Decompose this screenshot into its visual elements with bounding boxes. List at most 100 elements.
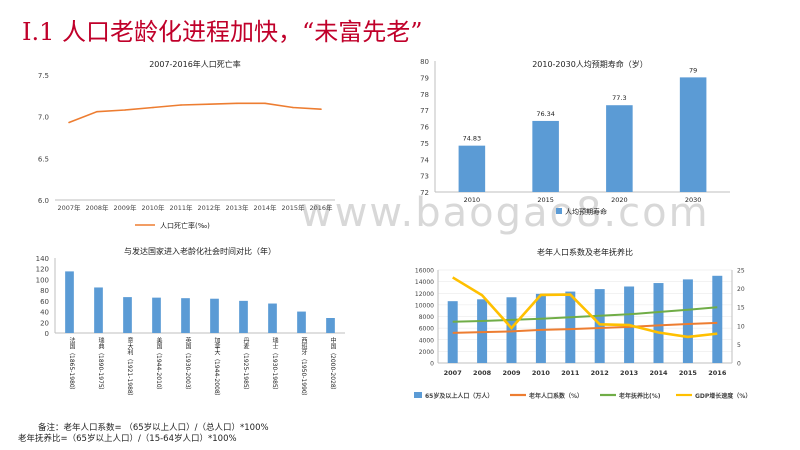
x-tick-label: 2011 bbox=[561, 369, 580, 377]
y-tick-label: 20 bbox=[40, 319, 49, 327]
data-point bbox=[68, 121, 70, 124]
chart-title: 2010-2030人均预期寿命（岁） bbox=[532, 59, 648, 69]
x-tick-label: 2015 bbox=[679, 369, 698, 377]
y-tick-label: 80 bbox=[420, 58, 429, 66]
data-point bbox=[292, 106, 294, 109]
bar bbox=[594, 289, 605, 363]
y2-tick-label: 20 bbox=[737, 286, 745, 293]
bar bbox=[297, 311, 306, 333]
legend-label: 65岁及以上人口（万人） bbox=[425, 392, 493, 400]
y2-tick-label: 5 bbox=[737, 342, 741, 349]
y-tick-label: 140 bbox=[36, 255, 49, 263]
y2-tick-label: 10 bbox=[737, 323, 745, 330]
x-tick-label: 2016年 bbox=[309, 203, 333, 212]
x-tick-label: 2011年 bbox=[169, 203, 193, 212]
bar bbox=[606, 105, 633, 192]
y-tick-label: 74 bbox=[420, 156, 429, 164]
y-tick-label: 40 bbox=[40, 309, 49, 317]
data-label: 76.34 bbox=[536, 110, 555, 118]
note-line-1: 备注：老年人口系数= （65岁以上人口）/（总人口）*100% bbox=[38, 423, 269, 433]
page-title: I.1 人口老龄化进程加快，“未富先老” bbox=[22, 18, 423, 46]
x-tick-label: 2012年 bbox=[197, 203, 221, 212]
legend-label: 人均预期寿命 bbox=[565, 207, 607, 216]
x-tick-label: 瑞士（1930-1985） bbox=[271, 336, 278, 393]
y-tick-label: 60 bbox=[40, 298, 49, 306]
legend-label: GDP增长速度（%） bbox=[695, 392, 751, 400]
y-tick-label: 73 bbox=[420, 173, 429, 181]
bar bbox=[326, 318, 335, 333]
bar bbox=[712, 275, 723, 363]
x-tick-label: 2015 bbox=[537, 196, 554, 204]
y-tick-label: 79 bbox=[420, 74, 429, 82]
x-tick-label: 2008年 bbox=[85, 203, 109, 212]
y-tick-label: 120 bbox=[36, 266, 49, 274]
y-tick-label: 0 bbox=[430, 361, 434, 368]
x-tick-label: 2020 bbox=[611, 196, 628, 204]
y-tick-label: 4000 bbox=[419, 337, 434, 344]
death-rate-chart: 2007-2016年人口死亡率 6.0 6.5 7.0 7.5 2007年 2008年 200… bbox=[38, 59, 335, 230]
x-tick-label: 2015年 bbox=[281, 203, 305, 212]
life-expectancy-chart: 2010-2030人均预期寿命（岁） 72 73 74 75 76 77 78 79 80 74.8… bbox=[420, 58, 730, 216]
legend-label: 人口死亡率(‰) bbox=[160, 221, 210, 230]
legend-swatch bbox=[556, 208, 562, 214]
x-tick-label: 英国（1930-2003） bbox=[184, 336, 191, 393]
x-tick-label: 2016 bbox=[708, 369, 727, 377]
chart-title: 2007-2016年人口死亡率 bbox=[149, 59, 241, 69]
bar bbox=[210, 298, 219, 333]
data-point bbox=[236, 102, 238, 105]
data-point bbox=[96, 110, 98, 113]
bar bbox=[65, 271, 74, 333]
y2-tick-label: 25 bbox=[737, 268, 745, 275]
bar bbox=[458, 145, 486, 192]
y-tick-label: 78 bbox=[420, 91, 429, 99]
x-tick-label: 2030 bbox=[685, 196, 702, 204]
x-tick-label: 瑞典（1890-1975） bbox=[97, 336, 104, 393]
x-tick-label: 2013 bbox=[620, 369, 638, 377]
y-tick-label: 100 bbox=[36, 276, 49, 284]
data-point bbox=[208, 103, 210, 105]
x-tick-label: 丹麦（1925-1985） bbox=[242, 337, 249, 394]
chart-title: 老年人口系数及老年抚养比 bbox=[537, 247, 633, 257]
y-tick-label: 7.0 bbox=[38, 114, 49, 122]
x-tick-label: 2010 bbox=[464, 196, 481, 204]
x-tick-label: 2009年 bbox=[113, 203, 137, 212]
bar bbox=[679, 77, 707, 192]
y-tick-label: 12000 bbox=[415, 291, 434, 298]
y-tick-label: 6.5 bbox=[38, 155, 49, 163]
y-tick-label: 14000 bbox=[415, 279, 434, 286]
series-line bbox=[452, 306, 718, 323]
y-tick-label: 16000 bbox=[415, 268, 434, 275]
y-tick-label: 77 bbox=[420, 107, 429, 115]
y-tick-label: 75 bbox=[420, 140, 429, 148]
bar bbox=[268, 303, 277, 333]
y2-tick-label: 15 bbox=[737, 305, 745, 312]
x-tick-label: 2014年 bbox=[253, 203, 277, 212]
data-label: 74.83 bbox=[463, 135, 482, 143]
bar bbox=[653, 283, 664, 363]
legend-label: 老年抚养比(%) bbox=[618, 392, 661, 400]
y2-tick-label: 0 bbox=[737, 361, 741, 368]
x-tick-label: 2014 bbox=[649, 369, 668, 377]
x-tick-label: 2013年 bbox=[225, 203, 249, 212]
data-point bbox=[320, 108, 322, 110]
bar bbox=[535, 293, 546, 363]
x-tick-label: 中国（2000-2028） bbox=[329, 336, 336, 393]
y-tick-label: 80 bbox=[40, 287, 49, 295]
bar bbox=[682, 279, 693, 363]
series-line bbox=[452, 321, 718, 334]
x-tick-label: 2008 bbox=[473, 369, 492, 377]
series-line bbox=[452, 276, 718, 339]
death-rate-line bbox=[68, 102, 322, 124]
legend-swatch bbox=[414, 392, 422, 398]
data-label: 79 bbox=[689, 66, 697, 74]
y-tick-label: 0 bbox=[45, 330, 49, 338]
x-tick-label: 2010年 bbox=[141, 203, 165, 212]
x-tick-label: 意大利（1921-1988） bbox=[126, 336, 133, 399]
x-tick-label: 2012 bbox=[591, 369, 609, 377]
elderly-ratio-chart: 老年人口系数及老年抚养比 0 2000 4000 6000 8000 10000 12000 1… bbox=[414, 247, 751, 400]
bar bbox=[239, 300, 248, 333]
y-tick-label: 6.0 bbox=[38, 197, 49, 205]
data-point bbox=[180, 104, 182, 106]
y-tick-label: 6000 bbox=[419, 326, 434, 333]
data-point bbox=[124, 109, 126, 111]
